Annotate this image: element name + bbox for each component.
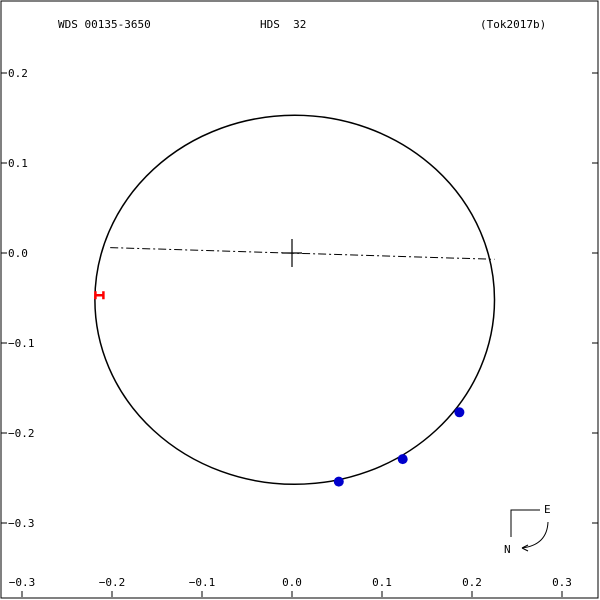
speckle-point xyxy=(94,291,105,300)
compass-north-label: N xyxy=(504,543,511,556)
y-tick-label: 0.2 xyxy=(8,67,28,80)
x-tick-label: 0.2 xyxy=(462,576,482,589)
observation-point xyxy=(333,476,344,487)
header-wds-id: WDS 00135-3650 xyxy=(58,18,151,31)
header-reference: (Tok2017b) xyxy=(480,18,546,31)
y-tick-label: 0.1 xyxy=(8,157,28,170)
x-tick-label: −0.1 xyxy=(189,576,216,589)
compass-east-label: E xyxy=(544,503,551,516)
compass-curve-arrow xyxy=(521,521,549,549)
y-tick-label: −0.1 xyxy=(8,337,35,350)
data-marks xyxy=(94,239,465,487)
y-tick-label: −0.3 xyxy=(8,517,35,530)
y-tick-label: −0.2 xyxy=(8,427,35,440)
observation-point xyxy=(454,407,465,418)
compass-arrow-lines xyxy=(510,509,540,537)
x-tick-label: 0.3 xyxy=(552,576,572,589)
x-tick-label: 0.0 xyxy=(282,576,302,589)
x-tick-label: −0.3 xyxy=(9,576,36,589)
compass: E N xyxy=(504,503,551,556)
compass-arrow-head xyxy=(521,544,529,552)
line-of-nodes xyxy=(110,247,495,260)
x-tick-label: −0.2 xyxy=(99,576,126,589)
x-tick-label: 0.1 xyxy=(372,576,392,589)
y-tick-label: 0.0 xyxy=(8,247,28,260)
orbit-layer xyxy=(94,114,496,486)
observation-point xyxy=(397,454,408,465)
orbit-ellipse xyxy=(94,114,496,486)
header-designation: HDS 32 xyxy=(260,18,306,31)
axis-ticks: −0.3 −0.2 −0.1 0.0 0.1 0.2 0.3 0.2 0.1 0.0 −0.1 −0.… xyxy=(1,67,598,597)
